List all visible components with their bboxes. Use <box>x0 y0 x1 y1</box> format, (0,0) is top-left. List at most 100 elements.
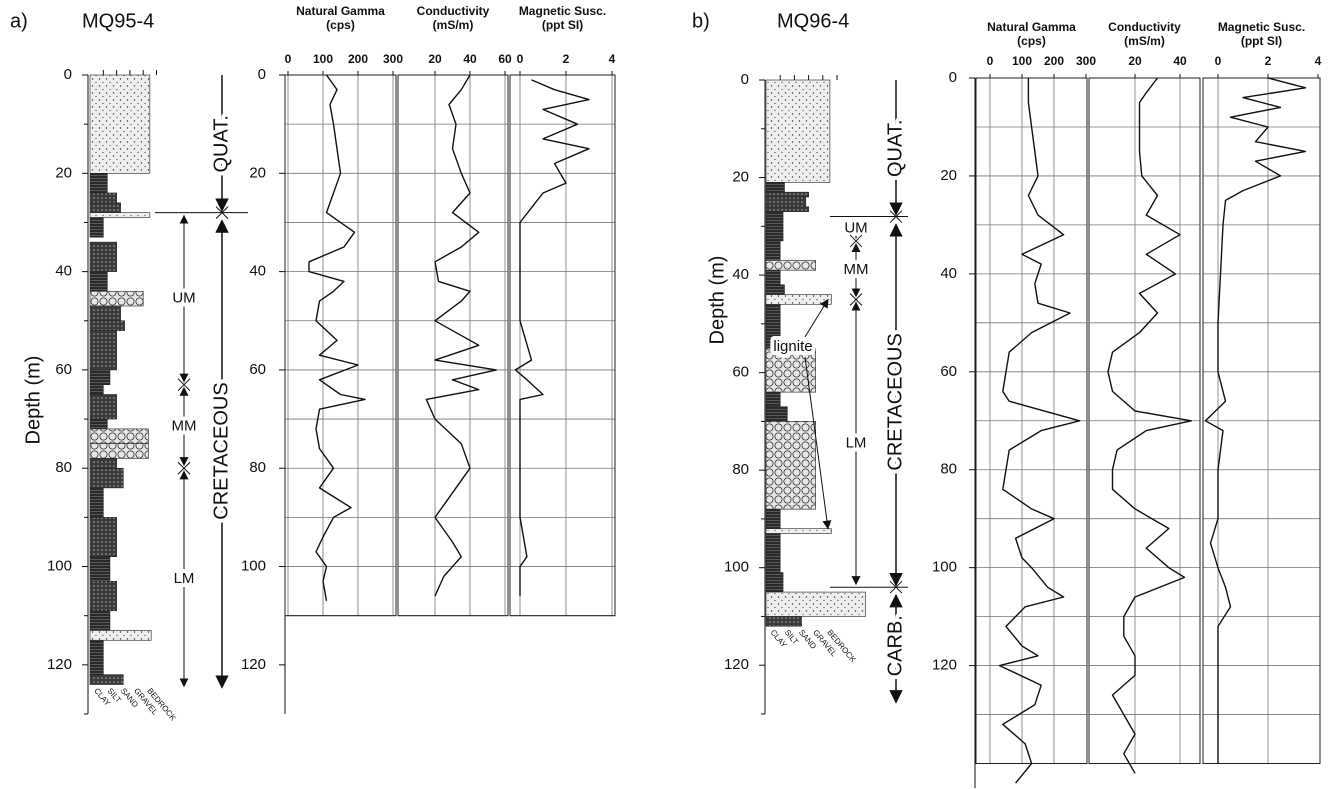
litho-unit <box>765 572 784 593</box>
log-curve <box>514 79 590 596</box>
track-unit: (cps) <box>326 18 355 32</box>
y-tick-label: 20 <box>940 167 957 184</box>
litho-unit <box>89 487 104 518</box>
track-frame <box>397 74 509 617</box>
x-tick-label: 60 <box>498 52 512 66</box>
track-title: Magnetic Susc. <box>519 4 606 18</box>
y-tick-label: 120 <box>932 657 957 674</box>
y-tick-label: 0 <box>741 71 749 88</box>
y-tick-label: 100 <box>932 559 957 576</box>
track-unit: (ppt SI) <box>1241 34 1282 48</box>
track-frame <box>1202 77 1321 765</box>
boundary-x <box>215 206 229 219</box>
litho-unit <box>89 556 111 582</box>
y-tick-label: 40 <box>249 263 266 280</box>
x-tick-label: 0 <box>517 52 524 66</box>
litho-unit <box>89 428 149 444</box>
track-title: Conductivity <box>417 4 490 18</box>
boundary-x <box>889 210 903 223</box>
y-tick-label: 40 <box>55 263 72 280</box>
well-name: MQ95-4 <box>82 10 154 32</box>
litho-unit <box>89 674 124 685</box>
litho-unit <box>89 467 124 489</box>
y-tick-label: 0 <box>949 69 957 86</box>
formation-label: CRETACEOUS <box>210 382 232 519</box>
litho-unit <box>89 271 108 292</box>
boundary-x <box>177 461 191 475</box>
litho-unit <box>89 418 108 430</box>
formation-label: QUAT. <box>884 120 906 177</box>
y-tick-label: 0 <box>258 66 266 83</box>
formation-label: QUAT. <box>210 115 232 172</box>
litho-unit <box>765 196 807 208</box>
litho-unit <box>765 616 802 627</box>
track-unit: (mS/m) <box>433 18 474 32</box>
y-axis-title: Depth (m) <box>706 256 728 345</box>
litho-unit <box>89 192 117 204</box>
litho-unit <box>89 458 117 469</box>
track-title: Natural Gamma <box>296 4 385 18</box>
litho-unit <box>89 290 144 307</box>
boundary-x <box>849 293 863 306</box>
x-tick-label: 100 <box>1012 54 1032 68</box>
y-tick-label: 0 <box>64 66 72 83</box>
y-tick-label: 60 <box>732 364 749 381</box>
litho-unit <box>765 406 788 422</box>
y-tick-label: 80 <box>732 461 749 478</box>
litho-unit <box>89 320 125 331</box>
x-tick-label: 20 <box>428 52 442 66</box>
x-tick-label: 300 <box>383 52 403 66</box>
litho-unit <box>765 79 831 183</box>
track-unit: (cps) <box>1017 34 1046 48</box>
boundary-x <box>889 580 903 594</box>
x-tick-label: 0 <box>987 54 994 68</box>
well-name: MQ96-4 <box>777 10 849 32</box>
member-label: UM <box>844 220 867 237</box>
litho-unit <box>89 630 152 641</box>
litho-unit <box>89 241 117 272</box>
x-tick-label: 200 <box>1044 54 1064 68</box>
x-tick-label: 2 <box>1265 54 1272 68</box>
track-title: Magnetic Susc. <box>1218 20 1305 34</box>
track-frame <box>1088 77 1201 765</box>
y-tick-label: 20 <box>55 164 72 181</box>
litho-unit <box>765 552 781 573</box>
litho-unit <box>89 330 117 371</box>
litho-unit <box>89 74 151 174</box>
y-tick-label: 40 <box>940 265 957 282</box>
litho-unit <box>89 369 111 385</box>
boundary-x <box>849 234 863 248</box>
y-axis-title: Depth (m) <box>22 356 44 445</box>
x-tick-label: 0 <box>1215 54 1222 68</box>
log-curve <box>1107 77 1193 774</box>
y-tick-label: 60 <box>55 361 72 378</box>
litho-unit <box>89 443 149 459</box>
y-tick-label: 40 <box>732 266 749 283</box>
track-title: Natural Gamma <box>987 20 1076 34</box>
annotation-arrow <box>804 356 832 530</box>
member-label: MM <box>844 261 869 278</box>
y-tick-label: 100 <box>47 558 72 575</box>
log-curve <box>308 74 366 602</box>
annotation-arrow <box>804 298 829 338</box>
litho-unit <box>89 173 108 194</box>
litho-unit <box>765 260 817 271</box>
boundary-x <box>177 378 191 392</box>
litho-unit <box>89 217 104 238</box>
x-tick-label: 0 <box>285 52 292 66</box>
member-label: UM <box>172 290 195 307</box>
y-tick-label: 100 <box>241 558 266 575</box>
y-tick-label: 120 <box>47 656 72 673</box>
panel-label: b) <box>692 10 710 32</box>
litho-unit <box>765 182 785 193</box>
litho-unit <box>89 202 121 213</box>
track-frame <box>284 74 397 617</box>
litho-unit <box>765 269 781 286</box>
y-tick-label: 60 <box>940 363 957 380</box>
x-tick-label: 100 <box>313 52 333 66</box>
log-curve <box>425 74 497 597</box>
litho-unit <box>89 394 117 420</box>
x-tick-label: 4 <box>609 52 616 66</box>
